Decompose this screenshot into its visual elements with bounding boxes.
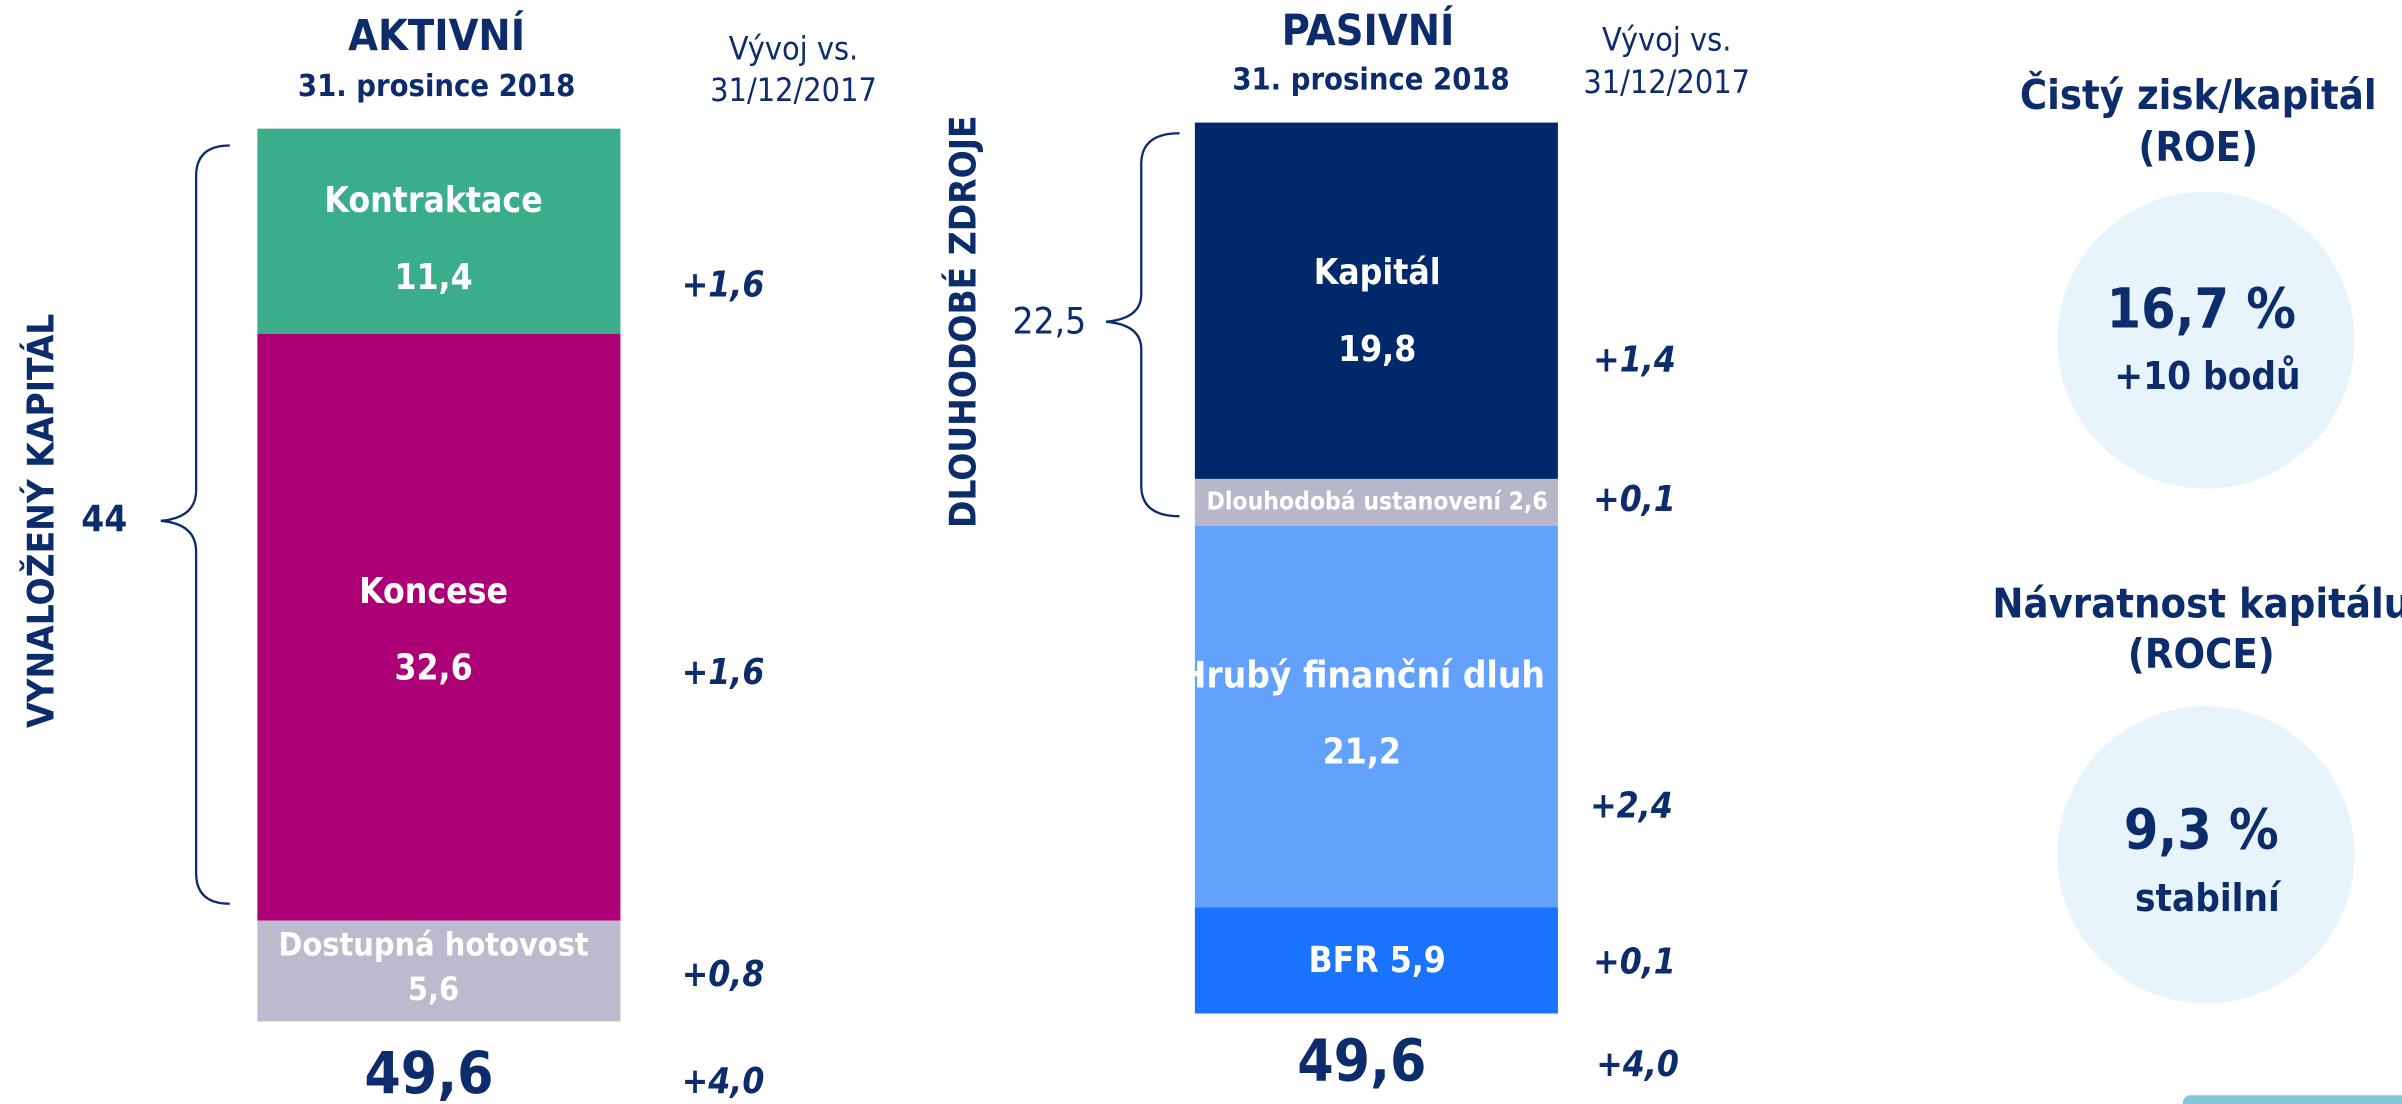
brace <box>160 144 230 905</box>
segment-bar <box>1194 122 1558 479</box>
change: +1,6 <box>682 264 765 305</box>
segment-bar <box>1194 907 1558 1014</box>
segment-name: Kontraktace <box>324 180 542 221</box>
segment-name: Dostupná hotovost <box>278 926 589 964</box>
segment-bar <box>257 333 621 921</box>
liabilities-date: 31. prosince 2018 <box>1232 63 1509 98</box>
change-header: 31/12/2017 <box>1583 63 1750 101</box>
brace-label: DLOUHODOBÉ ZDROJE <box>941 115 985 528</box>
segment-value: 5,6 <box>408 970 459 1008</box>
segment-name: Hrubý finanční dluh <box>1179 654 1545 697</box>
kpi-title: (ROCE) <box>2128 630 2275 678</box>
total-change: +4,0 <box>682 1061 765 1102</box>
total: 49,6 <box>364 1039 493 1104</box>
segment-label: BFR 5,9 <box>1308 940 1445 981</box>
segment-name: BFR <box>1308 940 1378 981</box>
segment-value: 21,2 <box>1323 732 1401 773</box>
total-change: +4,0 <box>1596 1044 1679 1085</box>
segment-bar <box>257 920 621 1022</box>
kpi-value: 9,3 % <box>2124 798 2279 862</box>
change: +2,4 <box>1590 785 1673 826</box>
decoration <box>2182 1095 2402 1104</box>
segment-value: 19,8 <box>1338 329 1416 370</box>
kpi-circle <box>2057 191 2355 489</box>
liabilities-title: PASIVNÍ <box>1282 5 1455 56</box>
change-header: 31/12/2017 <box>710 71 877 109</box>
segment-bar <box>1194 525 1558 908</box>
segment-name: Dlouhodobá ustanovení <box>1207 486 1503 515</box>
kpi-title: (ROE) <box>2138 123 2258 171</box>
segment-value: 32,6 <box>394 647 472 688</box>
kpi-circle <box>2057 706 2355 1004</box>
segment-value: 11,4 <box>394 257 472 298</box>
brace-label: VYNALOŽENÝ KAPITÁL <box>18 314 62 728</box>
kpi-title: Návratnost kapitálu <box>1992 580 2402 628</box>
brace-value: 22,5 <box>1013 300 1087 343</box>
kpi-title: Čistý zisk/kapitál <box>2020 71 2377 119</box>
kpi-note: stabilní <box>2135 876 2282 921</box>
segment-bar <box>1194 478 1558 526</box>
total: 49,6 <box>1297 1027 1426 1095</box>
assets-date: 31. prosince 2018 <box>298 69 575 104</box>
change: +0,8 <box>682 954 765 995</box>
segment-value: 5,9 <box>1390 940 1446 981</box>
segment-value: 2,6 <box>1509 486 1548 515</box>
kpi-value: 16,7 % <box>2107 278 2296 342</box>
change: +1,4 <box>1593 340 1676 381</box>
kpi-note: +10 bodů <box>2114 354 2300 399</box>
brace <box>1105 132 1180 518</box>
segment-name: Kapitál <box>1314 252 1441 293</box>
assets-title: AKTIVNÍ <box>348 10 525 61</box>
segment-bar <box>257 128 621 334</box>
change: +0,1 <box>1593 479 1676 520</box>
change-header: Vývoj vs. <box>729 30 858 68</box>
brace-value: 44 <box>81 497 127 540</box>
segment-label: Dlouhodobá ustanovení 2,6 <box>1207 486 1548 515</box>
change: +0,1 <box>1593 942 1676 983</box>
change: +1,6 <box>682 652 765 693</box>
segment-name: Koncese <box>359 571 508 612</box>
change-header: Vývoj vs. <box>1602 20 1731 58</box>
